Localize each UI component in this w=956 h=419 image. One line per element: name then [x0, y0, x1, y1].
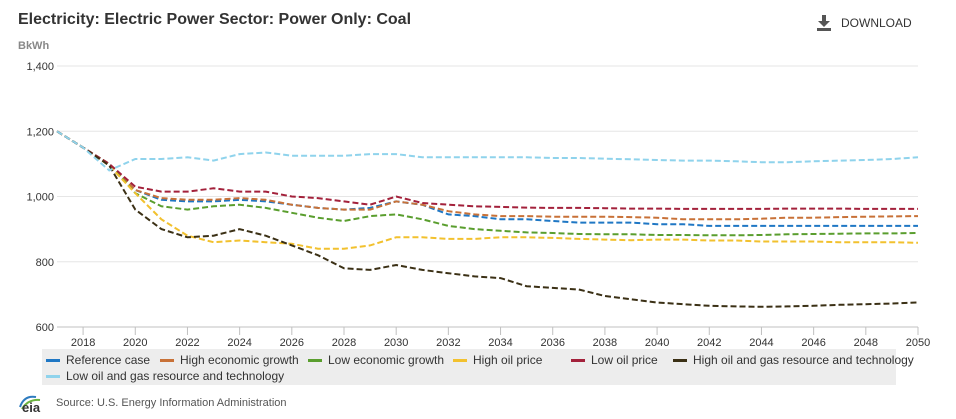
legend-swatch: [571, 358, 585, 362]
legend: Reference case High economic growth Low ec…: [42, 349, 914, 385]
eia-logo: eia: [19, 395, 41, 413]
legend-swatch: [160, 358, 174, 362]
y-tick-label: 800: [36, 257, 54, 269]
source-text: Source: U.S. Energy Information Administ…: [56, 397, 287, 409]
x-tick-label: 2030: [384, 337, 408, 349]
x-tick-label: 2046: [801, 337, 825, 349]
legend-item[interactable]: High economic growth: [160, 353, 299, 367]
legend-item[interactable]: High oil price: [453, 353, 542, 367]
x-tick-label: 2028: [332, 337, 356, 349]
y-tick-label: 600: [36, 322, 54, 334]
legend-item[interactable]: Low oil price: [571, 353, 658, 367]
y-tick-label: 1,000: [26, 192, 54, 204]
y-tick-label: 1,400: [26, 61, 54, 73]
legend-item[interactable]: Low economic growth: [308, 353, 444, 367]
series-line-high-economic-growth: [56, 130, 919, 221]
legend-label: High oil price: [473, 353, 543, 367]
legend-label: High economic growth: [180, 353, 299, 367]
x-tick-label: 2050: [906, 337, 930, 349]
source-footer: eia Source: U.S. Energy Information Admi…: [18, 393, 287, 413]
series-line-high-oil-price: [56, 130, 919, 250]
legend-item[interactable]: High oil and gas resource and technology: [673, 353, 914, 367]
download-label: DOWNLOAD: [841, 16, 912, 30]
x-tick-label: 2044: [749, 337, 773, 349]
legend-swatch: [46, 374, 60, 378]
download-button[interactable]: DOWNLOAD: [816, 15, 912, 31]
x-tick-label: 2022: [175, 337, 199, 349]
x-tick-label: 2024: [227, 337, 251, 349]
x-tick-label: 2036: [540, 337, 564, 349]
download-icon: [817, 15, 831, 31]
legend-item[interactable]: Reference case: [46, 353, 150, 367]
y-tick-label: 1,200: [26, 126, 54, 138]
series-line-low-economic-growth: [56, 130, 919, 237]
legend-label: Reference case: [66, 353, 151, 367]
chart-title: Electricity: Electric Power Sector: Powe…: [18, 11, 412, 28]
legend-label: Low oil price: [591, 353, 658, 367]
series-line-low-oil-price: [56, 130, 918, 210]
x-tick-label: 2026: [280, 337, 304, 349]
legend-swatch: [308, 358, 322, 362]
legend-swatch: [673, 358, 687, 362]
x-tick-label: 2032: [436, 337, 460, 349]
x-tick-label: 2042: [697, 337, 721, 349]
legend-swatch: [453, 358, 467, 362]
x-tick-label: 2018: [71, 337, 95, 349]
x-tick-label: 2040: [645, 337, 669, 349]
legend-label: High oil and gas resource and technology: [693, 353, 914, 367]
x-tick-label: 2038: [593, 337, 617, 349]
x-tick-label: 2034: [488, 337, 512, 349]
x-tick-label: 2048: [854, 337, 878, 349]
legend-swatch: [46, 358, 60, 362]
series-line-low-oil-and-gas-resource-and-technology: [56, 130, 919, 172]
legend-item[interactable]: Low oil and gas resource and technology: [46, 369, 284, 383]
legend-label: Low economic growth: [328, 353, 445, 367]
series-line-reference-case: [56, 130, 918, 227]
y-axis-unit: BkWh: [18, 40, 50, 52]
legend-label: Low oil and gas resource and technology: [66, 369, 285, 383]
svg-text:eia: eia: [22, 400, 41, 413]
x-tick-label: 2020: [123, 337, 147, 349]
